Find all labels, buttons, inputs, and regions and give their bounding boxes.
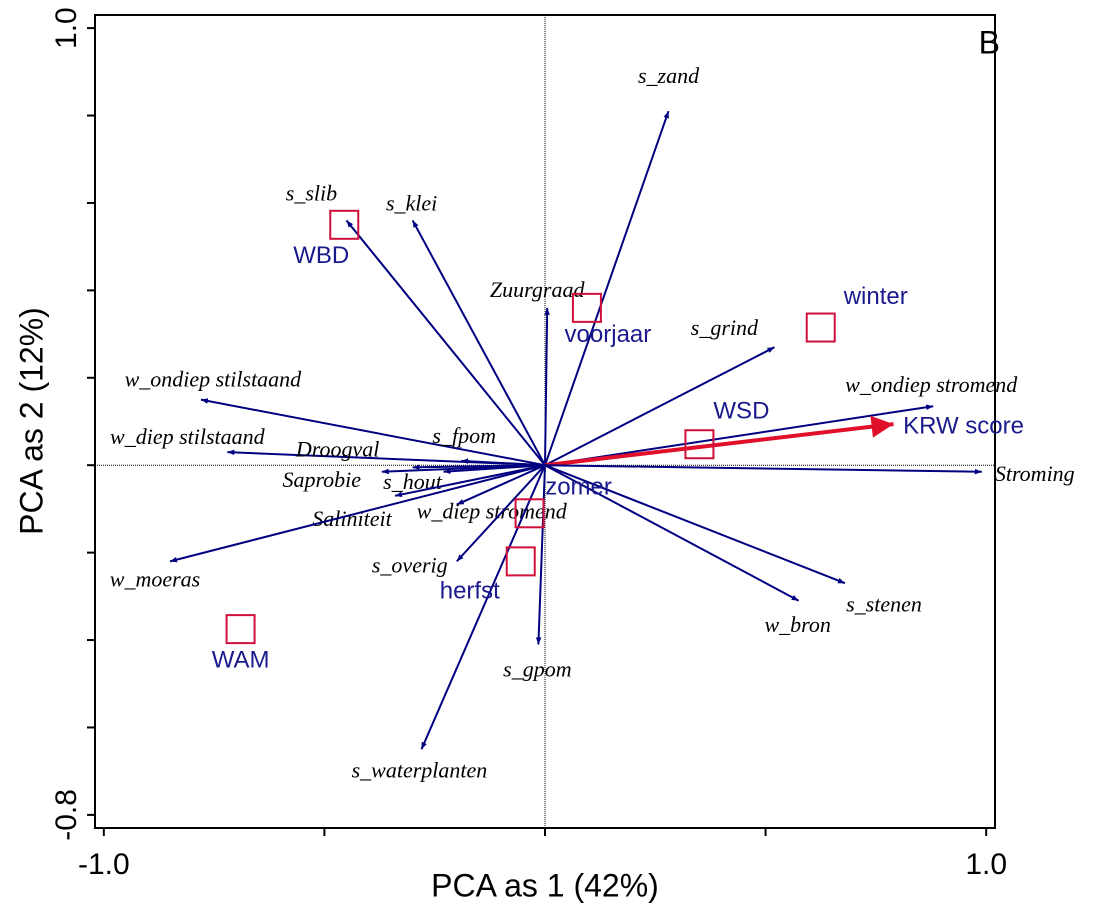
x-tick-label: -1.0 [78, 848, 130, 881]
loading-arrow [169, 464, 546, 563]
x-tick-label: 1.0 [965, 848, 1007, 881]
sample-label: zomer [545, 474, 612, 501]
variable-label: w_ondiep stromend [845, 372, 1018, 397]
variable-label: KRW score [903, 412, 1024, 439]
variable-label: Zuurgraad [490, 277, 586, 302]
loading-arrow [443, 464, 546, 475]
variable-label: Droogval [295, 436, 380, 461]
variable-label: Stroming [995, 461, 1075, 486]
variable-label: s_fpom [432, 423, 496, 448]
loading-arrow [544, 110, 670, 466]
loading-arrow [544, 464, 800, 602]
variable-label: Saprobie [282, 467, 361, 492]
variable-label: s_waterplanten [352, 757, 488, 782]
variable-label: w_bron [764, 612, 830, 637]
x-axis-title: PCA as 1 (42%) [431, 867, 659, 903]
highlight-arrow [544, 415, 894, 468]
sample-marker [684, 429, 715, 460]
sample-marker [505, 546, 536, 577]
loading-arrow [461, 458, 546, 467]
sample-label: voorjaar [565, 321, 652, 348]
sample-label: herfst [440, 578, 500, 605]
variable-label: w_ondiep stilstaand [125, 367, 303, 392]
loading-arrow [544, 404, 934, 467]
y-tick-label: 1.0 [50, 7, 83, 49]
variable-label: w_diep stilstaand [110, 424, 266, 449]
loading-arrow [535, 465, 546, 645]
sample-marker [514, 498, 545, 529]
y-axis-title: PCA as 2 (12%) [13, 307, 49, 535]
variable-label: s_zand [638, 63, 700, 88]
variable-label: s_klei [386, 190, 437, 215]
loading-arrow [544, 464, 846, 585]
variable-label: w_diep stromend [417, 499, 568, 524]
sample-label: WAM [212, 646, 270, 673]
loading-arrow [420, 464, 546, 750]
panel-label: B [979, 24, 1000, 60]
variable-label: s_overig [372, 552, 448, 577]
loading-arrow [345, 219, 546, 466]
sample-marker [805, 312, 836, 343]
loading-arrow [544, 346, 775, 467]
loading-arrow [200, 398, 546, 467]
variable-label: s_grind [691, 315, 759, 340]
loading-arrow [411, 219, 546, 466]
loading-arrow [544, 464, 982, 475]
loading-arrow [544, 307, 550, 466]
variable-label: s_hout [383, 469, 443, 494]
variable-label: s_stenen [846, 591, 922, 616]
sample-marker [329, 209, 360, 240]
loading-arrow [456, 464, 546, 563]
sample-label: winter [843, 283, 908, 310]
sample-label: WSD [713, 398, 769, 425]
variable-label: w_moeras [110, 566, 200, 591]
variable-label: Saliniteit [312, 506, 392, 531]
sample-label: WBD [293, 242, 349, 269]
y-tick-label: -0.8 [50, 789, 83, 841]
sample-marker [225, 614, 256, 645]
variable-label: s_gpom [503, 656, 571, 681]
sample-marker [571, 292, 602, 323]
loading-arrow [394, 464, 546, 498]
loading-arrow [456, 464, 546, 506]
variable-label: s_slib [286, 180, 337, 205]
